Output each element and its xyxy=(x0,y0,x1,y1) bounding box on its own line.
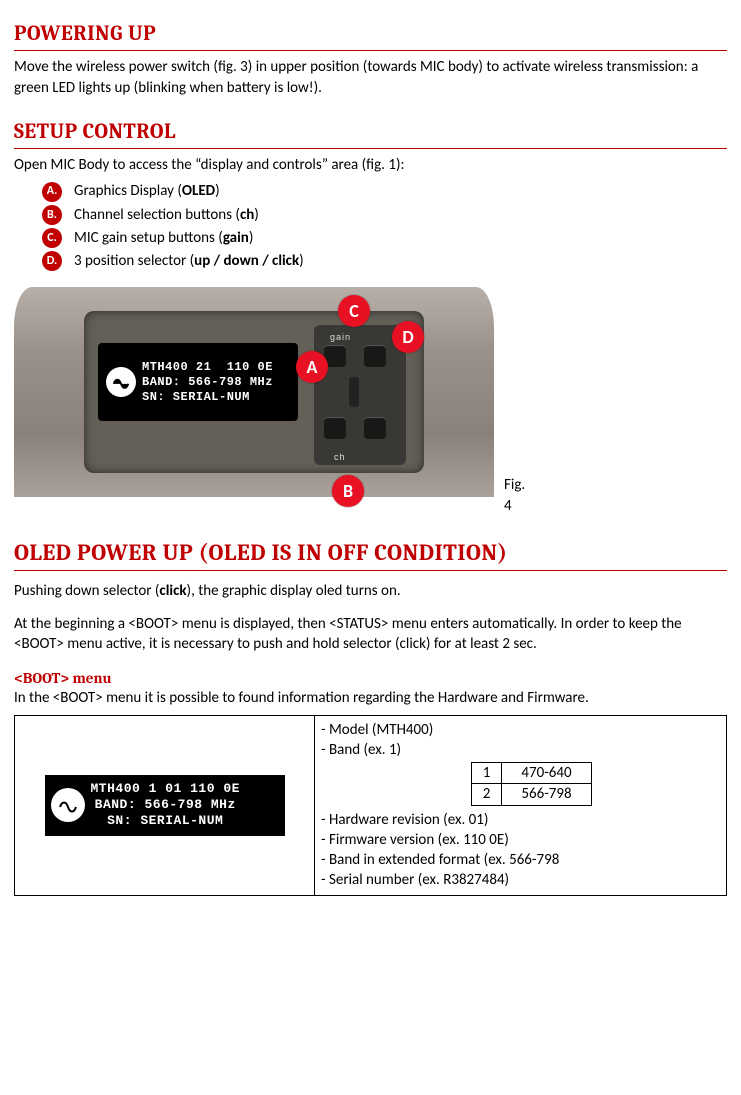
boot-table-info-cell: - Model (MTH400) - Band (ex. 1) 1 470-64… xyxy=(315,715,727,895)
list-item: D. 3 position selector (up / down / clic… xyxy=(42,251,727,271)
paragraph-powering-up: Move the wireless power switch (fig. 3) … xyxy=(14,57,727,98)
info-line: - Firmware version (ex. 110 0E) xyxy=(321,830,720,850)
boot-menu-intro: In the <BOOT> menu it is possible to fou… xyxy=(14,688,727,708)
band-num: 1 xyxy=(472,763,502,784)
badge-d: D. xyxy=(42,251,62,271)
heading-oled-power-up: OLED POWER UP (OLED IS IN OFF CONDITION) xyxy=(14,537,727,571)
list-text: 3 position selector (up / down / click) xyxy=(74,251,304,271)
ch-up-button xyxy=(364,417,386,439)
band-table: 1 470-640 2 566-798 xyxy=(471,762,592,806)
list-item: C. MIC gain setup buttons (gain) xyxy=(42,228,727,248)
paragraph-click: Pushing down selector (click), the graph… xyxy=(14,581,727,601)
figure-caption: Fig. 4 xyxy=(504,475,525,516)
band-num: 2 xyxy=(472,784,502,805)
boot-table: MTH400 1 01 110 0E BAND: 566-798 MHz SN:… xyxy=(14,715,727,896)
paragraph-boot-desc: At the beginning a <BOOT> menu is displa… xyxy=(14,614,727,655)
badge-a: A. xyxy=(42,182,62,202)
list-text: Graphics Display (OLED) xyxy=(74,181,220,201)
info-line: - Model (MTH400) xyxy=(321,720,720,740)
heading-powering-up: POWERING UP xyxy=(14,20,727,51)
table-row: 1 470-640 xyxy=(472,763,592,784)
list-text: Channel selection buttons (ch) xyxy=(74,205,259,225)
heading-setup-control: SETUP CONTROL xyxy=(14,118,727,149)
oled-mini-display: MTH400 1 01 110 0E BAND: 566-798 MHz SN:… xyxy=(45,775,285,836)
band-range: 566-798 xyxy=(502,784,592,805)
band-range: 470-640 xyxy=(502,763,592,784)
boot-table-oled-cell: MTH400 1 01 110 0E BAND: 566-798 MHz SN:… xyxy=(15,715,315,895)
gain-up-button xyxy=(364,345,386,367)
ch-label: ch xyxy=(334,451,346,463)
list-item: A. Graphics Display (OLED) xyxy=(42,181,727,201)
oled-text: MTH400 21 110 0E BAND: 566-798 MHz SN: S… xyxy=(142,360,273,405)
table-row: 2 566-798 xyxy=(472,784,592,805)
oled-display: MTH400 21 110 0E BAND: 566-798 MHz SN: S… xyxy=(98,343,298,421)
selector-switch xyxy=(349,377,359,407)
info-line: - Hardware revision (ex. 01) xyxy=(321,810,720,830)
device-figure: MTH400 21 110 0E BAND: 566-798 MHz SN: S… xyxy=(14,287,494,497)
setup-list: A. Graphics Display (OLED) B. Channel se… xyxy=(42,181,727,271)
boot-menu-heading: <BOOT> menu xyxy=(14,668,727,688)
gain-label: gain xyxy=(330,331,351,343)
brand-logo-icon xyxy=(106,367,136,397)
list-text: MIC gain setup buttons (gain) xyxy=(74,228,253,248)
oled-mini-text: MTH400 1 01 110 0E BAND: 566-798 MHz SN:… xyxy=(91,781,240,830)
info-line: - Band (ex. 1) xyxy=(321,740,720,760)
info-list: - Model (MTH400) - Band (ex. 1) 1 470-64… xyxy=(321,720,720,891)
info-line: - Serial number (ex. R3827484) xyxy=(321,870,720,890)
brand-logo-icon xyxy=(51,788,85,822)
badge-c: C. xyxy=(42,228,62,248)
list-item: B. Channel selection buttons (ch) xyxy=(42,205,727,225)
info-line: - Band in extended format (ex. 566-798 xyxy=(321,850,720,870)
setup-intro: Open MIC Body to access the “display and… xyxy=(14,155,727,175)
ch-down-button xyxy=(324,417,346,439)
annotation-b: B xyxy=(332,475,364,507)
badge-b: B. xyxy=(42,205,62,225)
device-body: MTH400 21 110 0E BAND: 566-798 MHz SN: S… xyxy=(14,287,494,497)
